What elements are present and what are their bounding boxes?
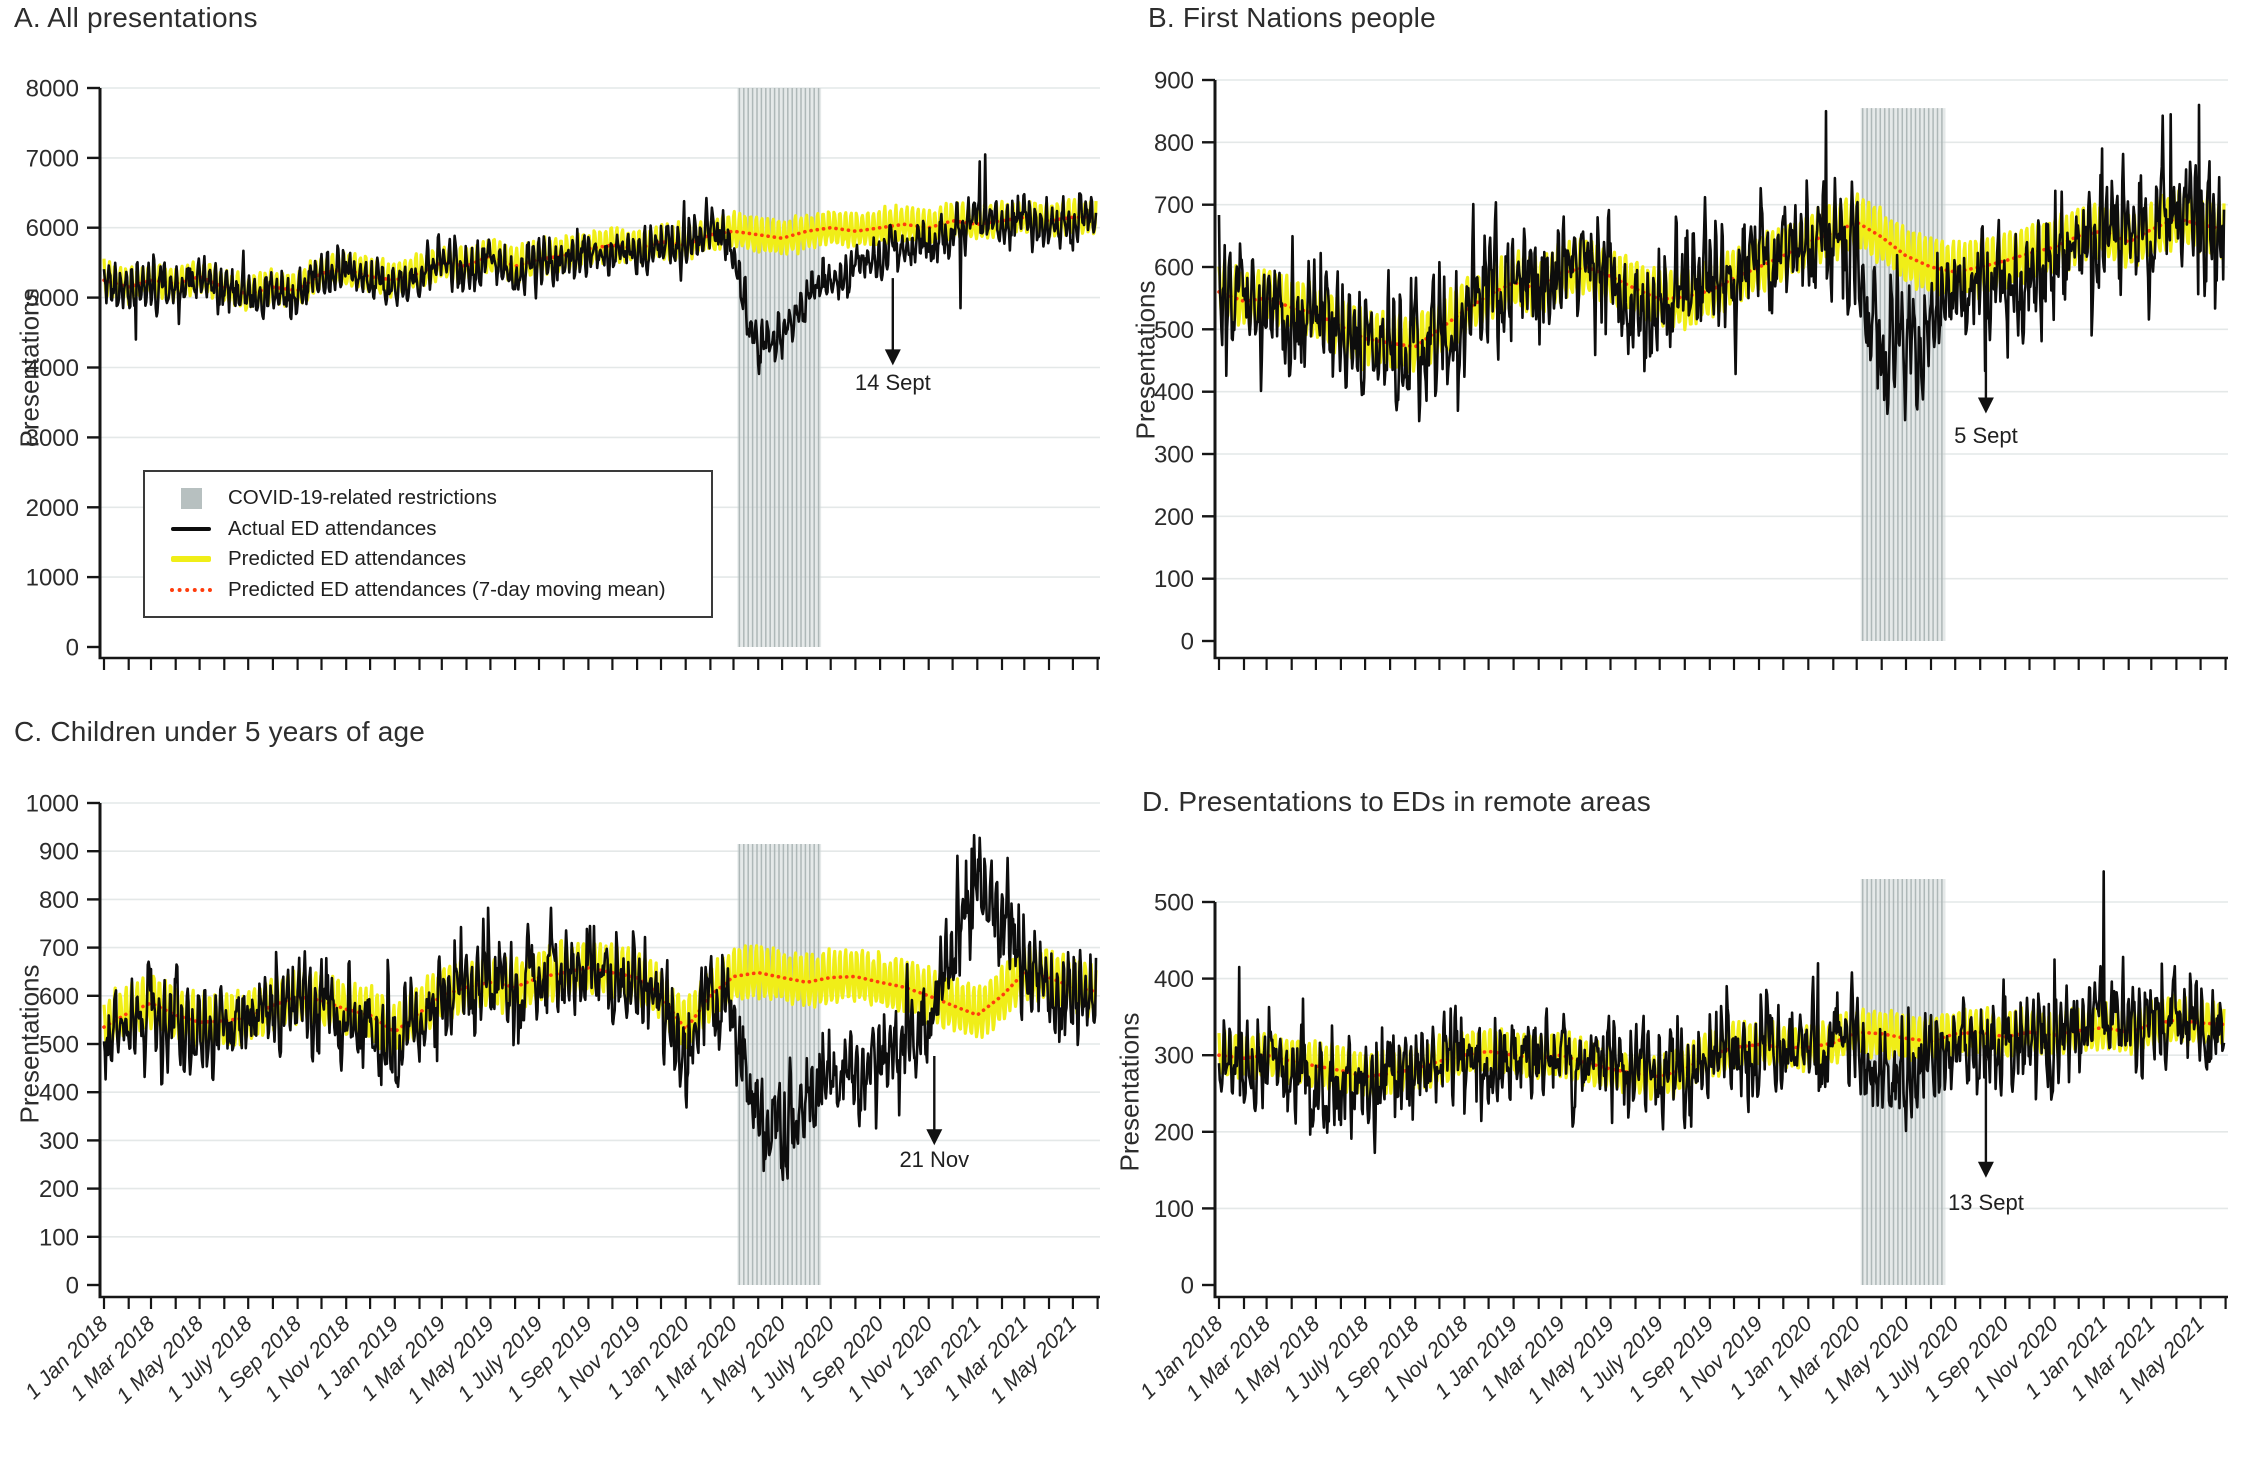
predicted-line-swatch-icon — [169, 556, 213, 562]
panel-c-y-tick-label: 300 — [39, 1128, 79, 1155]
panel-a-y-tick-label: 8000 — [26, 76, 79, 103]
legend-item-predicted-mean: Predicted ED attendances (7-day moving m… — [169, 578, 701, 602]
panel-c-y-tick-label: 900 — [39, 839, 79, 866]
actual-line-swatch-icon — [169, 526, 213, 532]
panel-c-title: C. Children under 5 years of age — [14, 716, 426, 747]
panel-c-y-tick-label: 0 — [66, 1273, 79, 1300]
panel-a: 0 1000 2000 3000 4000 5000 6000 7000 8000 14 Sept — [26, 76, 1100, 670]
panel-a-y-tick-label: 1000 — [26, 565, 79, 592]
panel-b-y-tick-label: 600 — [1154, 255, 1194, 282]
panel-b: 0 100 200 300 400 500 600 700 800 900 5 Sept — [1154, 68, 2228, 670]
panel-c-annotation: 21 Nov — [899, 1056, 969, 1172]
panel-c-y-tick-label: 200 — [39, 1176, 79, 1203]
panel-a-y-axis-label: Presentations — [14, 288, 45, 448]
panel-d-y-tick-label: 400 — [1154, 966, 1194, 993]
panel-d-y-tick-label: 0 — [1181, 1273, 1194, 1300]
panel-a-actual-series — [102, 153, 1098, 376]
panel-a-title: A. All presentations — [14, 2, 258, 33]
panel-c-y-tick-label: 800 — [39, 887, 79, 914]
panel-b-y-tick-label: 700 — [1154, 192, 1194, 219]
panel-a-y-tick-label: 0 — [66, 635, 79, 662]
restrictions-swatch-icon — [169, 487, 213, 509]
panel-b-y-tick-label: 400 — [1154, 379, 1194, 406]
panel-a-annotation-label: 14 Sept — [855, 370, 931, 395]
panel-c-y-tick-label: 1000 — [26, 791, 79, 818]
panel-d-y-tick-label: 100 — [1154, 1196, 1194, 1223]
legend-item-actual: Actual ED attendances — [169, 517, 701, 541]
panel-c-actual-series — [102, 833, 1098, 1182]
panel-d-y-tick-label: 200 — [1154, 1119, 1194, 1146]
legend-label: Predicted ED attendances — [228, 547, 467, 571]
panel-c-y-tick-label: 700 — [39, 935, 79, 962]
panel-d-annotation-label: 13 Sept — [1948, 1190, 2024, 1215]
annotation-arrowhead-icon — [926, 1129, 943, 1146]
panel-b-y-tick-label: 900 — [1154, 68, 1194, 95]
panel-d-actual-series — [1217, 870, 2226, 1155]
panel-b-y-axis-label: Presentations — [1130, 280, 1161, 440]
panel-a-y-tick-label: 3000 — [26, 425, 79, 452]
legend: COVID-19-related restrictions Actual ED … — [143, 470, 713, 618]
panel-a-y-tick-label: 7000 — [26, 145, 79, 172]
panel-a-annotation: 14 Sept — [855, 278, 931, 395]
legend-item-predicted: Predicted ED attendances — [169, 547, 701, 571]
panel-c-y-tick-label: 500 — [39, 1032, 79, 1059]
panel-b-y-tick-label: 800 — [1154, 130, 1194, 157]
panel-d-annotation: 13 Sept — [1948, 1059, 2024, 1215]
panel-b-title: B. First Nations people — [1148, 2, 1436, 33]
panel-c-annotation-label: 21 Nov — [899, 1147, 969, 1172]
panel-b-y-tick-label: 500 — [1154, 317, 1194, 344]
panel-d-title: D. Presentations to EDs in remote areas — [1142, 786, 1651, 817]
panel-d-y-tick-label: 500 — [1154, 890, 1194, 917]
panel-d-y-axis-label: Presentations — [1114, 1012, 1145, 1172]
panel-a-y-tick-label: 6000 — [26, 215, 79, 242]
predicted-mean-dotted-swatch-icon — [169, 587, 213, 592]
panel-d-y-tick-label: 300 — [1154, 1043, 1194, 1070]
legend-label: COVID-19-related restrictions — [228, 486, 497, 510]
legend-label: Predicted ED attendances (7-day moving m… — [228, 577, 666, 601]
panel-b-y-tick-label: 200 — [1154, 504, 1194, 531]
panel-c-y-tick-label: 600 — [39, 983, 79, 1010]
panel-b-y-tick-label: 100 — [1154, 566, 1194, 593]
panel-a-y-tick-label: 2000 — [26, 495, 79, 522]
panel-b-y-tick-label: 300 — [1154, 442, 1194, 469]
panel-a-y-tick-label: 5000 — [26, 285, 79, 312]
panel-b-annotation: 5 Sept — [1954, 321, 2018, 448]
panel-c-y-tick-label: 400 — [39, 1080, 79, 1107]
panel-c-y-axis-label: Presentations — [14, 964, 45, 1124]
panel-c-covid-restrictions-band — [737, 844, 822, 1285]
panel-b-actual-series — [1217, 103, 2226, 423]
annotation-arrowhead-icon — [1977, 397, 1994, 414]
annotation-arrowhead-icon — [884, 349, 901, 366]
panel-c-y-tick-label: 100 — [39, 1224, 79, 1251]
annotation-arrowhead-icon — [1977, 1161, 1994, 1178]
panel-a-covid-restrictions-band — [737, 88, 822, 647]
legend-item-restrictions: COVID-19-related restrictions — [169, 486, 701, 510]
panel-b-y-tick-label: 0 — [1181, 629, 1194, 656]
legend-label: Actual ED attendances — [228, 516, 437, 540]
panel-a-y-tick-label: 4000 — [26, 355, 79, 382]
panel-b-annotation-label: 5 Sept — [1954, 423, 2018, 448]
